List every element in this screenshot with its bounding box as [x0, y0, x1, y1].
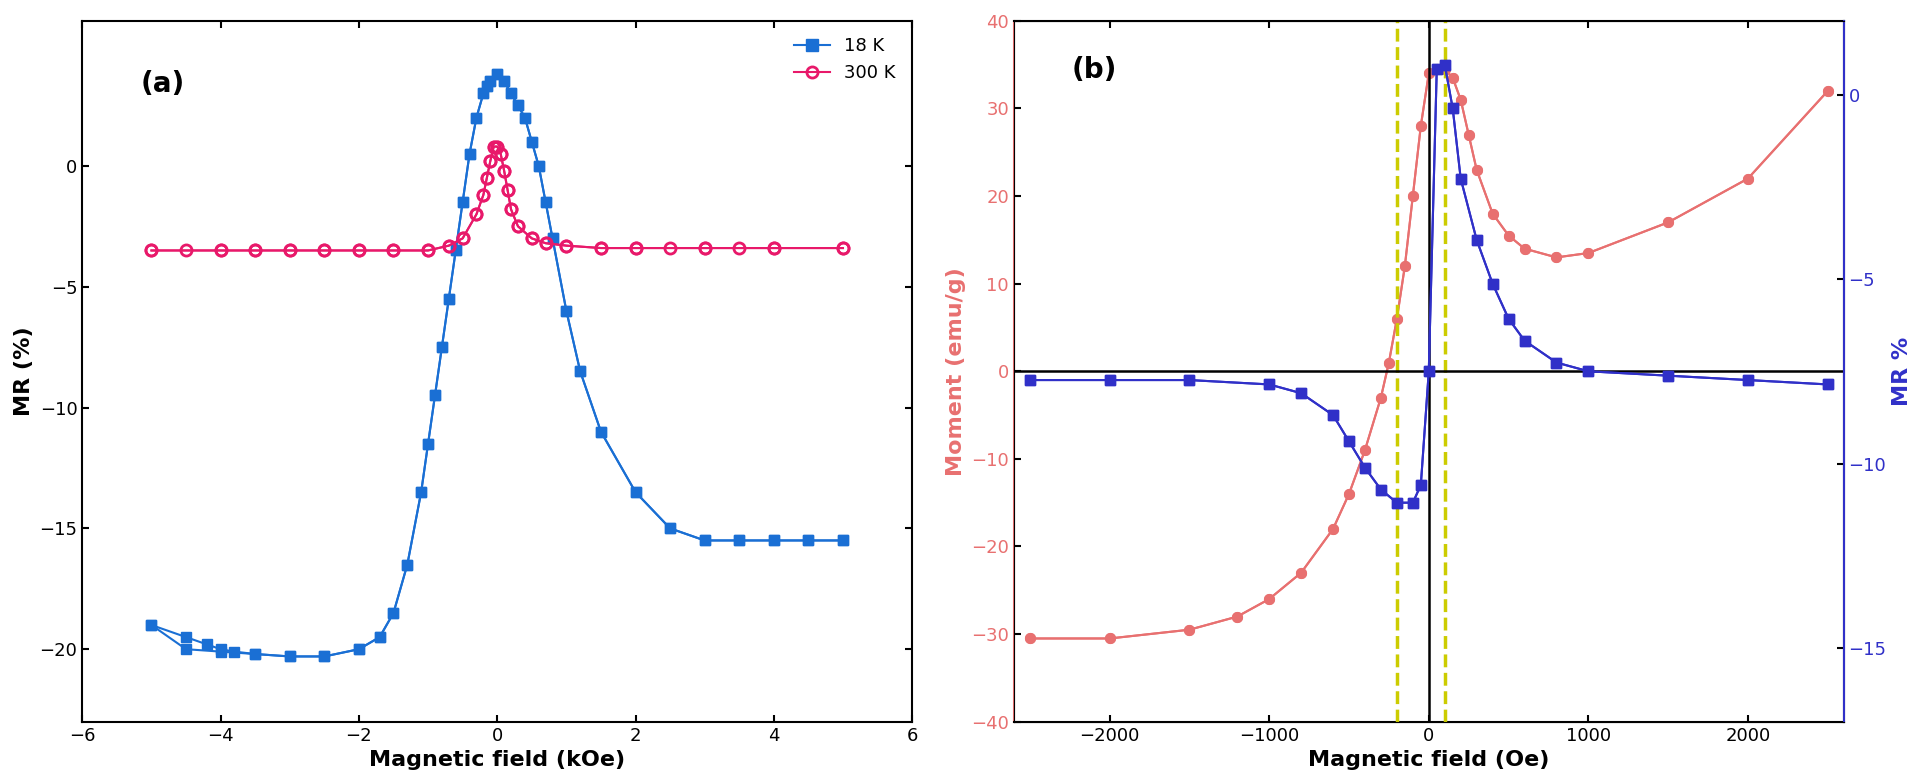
Y-axis label: MR (%): MR (%) — [13, 326, 35, 416]
Text: (a): (a) — [141, 70, 185, 98]
Legend: 18 K, 300 K: 18 K, 300 K — [786, 30, 903, 89]
X-axis label: Magnetic field (kOe): Magnetic field (kOe) — [370, 750, 626, 770]
X-axis label: Magnetic field (Oe): Magnetic field (Oe) — [1308, 750, 1550, 770]
Text: (b): (b) — [1073, 56, 1117, 84]
Y-axis label: Moment (emu/g): Moment (emu/g) — [946, 267, 965, 476]
Y-axis label: MR %: MR % — [1891, 336, 1913, 406]
